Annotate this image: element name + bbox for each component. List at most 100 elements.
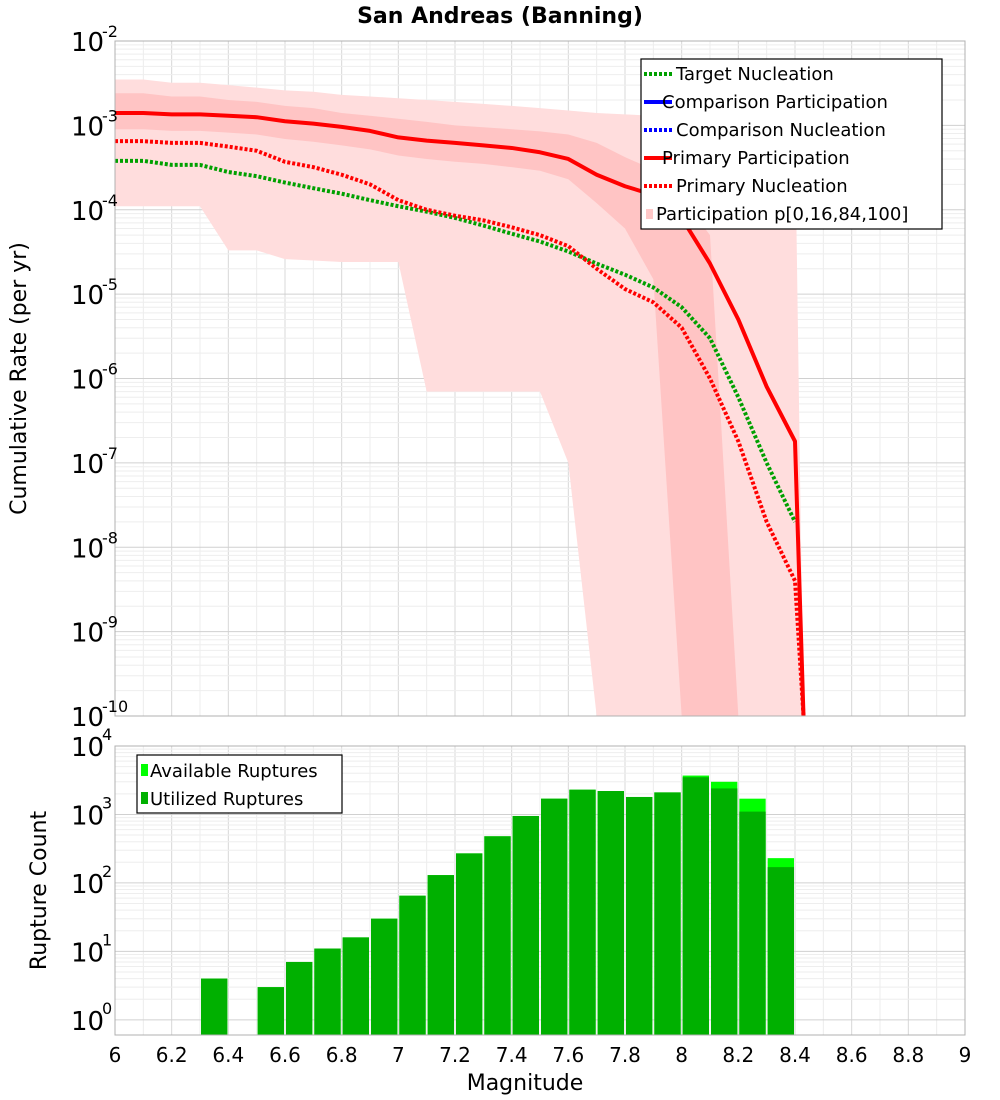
series-target-nucleation [115, 158, 797, 523]
legend-label: Available Ruptures [150, 761, 318, 782]
rupture-legend: Available Ruptures Utilized Ruptures [136, 754, 343, 814]
series-primary-participation [115, 111, 806, 717]
legend-box [640, 58, 943, 230]
rupture-y-tick-exponent: 3 [102, 793, 112, 812]
rate-y-axis-label: Cumulative Rate (per yr) [7, 242, 32, 515]
rupture-y-tick-exponent: 0 [102, 999, 112, 1018]
x-tick-label: 7.6 [552, 1043, 584, 1067]
rupture-y-tick-label: 10 [71, 733, 104, 763]
legend-swatch [646, 209, 653, 219]
legend-label: Primary Nucleation [676, 176, 848, 197]
bar-utilized [541, 798, 568, 1035]
bar-utilized [512, 815, 539, 1035]
x-tick-label: 6.4 [212, 1043, 244, 1067]
rupture-y-tick-label: 10 [71, 938, 104, 968]
x-tick-label: 8.4 [779, 1043, 811, 1067]
rupture-y-tick-exponent: 4 [102, 725, 112, 744]
participation-bands [115, 79, 804, 717]
rate-y-tick-exponent: -10 [102, 697, 128, 716]
legend-swatch [141, 792, 148, 804]
bar-utilized [399, 895, 426, 1035]
rupture-gridlines [114, 746, 966, 1035]
rate-y-tick-label: 10 [71, 450, 104, 480]
x-tick-label: 6.8 [326, 1043, 358, 1067]
rate-y-tick-label: 10 [71, 112, 104, 142]
rupture-bars [201, 775, 794, 1035]
x-tick-label: 8 [675, 1043, 688, 1067]
rate-y-tick-exponent: -8 [102, 528, 118, 547]
rate-y-tick-label: 10 [71, 281, 104, 311]
rate-y-tick-exponent: -6 [102, 360, 118, 379]
rate-y-tick-label: 10 [71, 28, 104, 58]
bar-utilized [767, 867, 794, 1035]
legend-label: Primary Participation [662, 148, 850, 169]
x-tick-label: 6.2 [156, 1043, 188, 1067]
legend-label: Comparison Participation [662, 92, 888, 113]
bar-utilized [314, 948, 341, 1035]
bar-utilized [654, 792, 681, 1035]
x-tick-label: 7 [392, 1043, 405, 1067]
band-p16-p84 [115, 93, 767, 716]
rupture-y-tick-label: 10 [71, 801, 104, 831]
bar-utilized [456, 853, 483, 1035]
x-tick-label: 7.8 [609, 1043, 641, 1067]
rupture-y-tick-label: 10 [71, 1007, 104, 1037]
legend-label: Target Nucleation [675, 64, 834, 85]
bar-utilized [682, 777, 709, 1035]
chart-title: San Andreas (Banning) [357, 4, 643, 29]
legend-box [136, 754, 343, 814]
x-tick-label: 7.4 [496, 1043, 528, 1067]
bar-utilized [286, 961, 313, 1035]
rupture-plot-frame [114, 745, 966, 1036]
rate-y-tick-exponent: -7 [102, 444, 118, 463]
bar-utilized [569, 789, 596, 1035]
bar-utilized [597, 791, 624, 1035]
rate-y-tick-exponent: -5 [102, 275, 118, 294]
rate-y-tick-exponent: -2 [102, 22, 118, 41]
rate-y-tick-label: 10 [71, 197, 104, 227]
legend-swatch [141, 764, 148, 776]
rate-y-tick-label: 10 [71, 619, 104, 649]
x-tick-label: 8.8 [892, 1043, 924, 1067]
series-primary-nucleation [115, 139, 806, 717]
rate-y-tick-exponent: -9 [102, 613, 118, 632]
legend-label: Participation p[0,16,84,100] [656, 204, 908, 225]
rate-y-tick-label: 10 [71, 703, 104, 733]
magnitude-x-ticks: 6 6.2 6.4 6.6 6.8 7 7.2 7.4 7.6 7.8 8 8.2 8.4 8.6 8.8 9 [109, 1043, 972, 1067]
rate-plot-frame [114, 40, 966, 717]
legend-label: Utilized Ruptures [150, 789, 303, 810]
x-tick-label: 8.2 [722, 1043, 754, 1067]
bar-utilized [201, 978, 228, 1035]
x-axis-label: Magnitude [467, 1071, 584, 1096]
rupture-y-tick-label: 10 [71, 870, 104, 900]
rate-y-ticks: 10-210-310-410-510-610-710-810-910-10 [71, 22, 128, 733]
rate-y-tick-exponent: -4 [102, 191, 118, 210]
bar-utilized [711, 788, 738, 1035]
x-tick-label: 6 [109, 1043, 122, 1067]
bar-utilized [342, 937, 369, 1035]
rupture-y-tick-exponent: 2 [102, 862, 112, 881]
rate-series [115, 111, 806, 717]
rate-panel: 10-210-310-410-510-610-710-810-910-10 Sa… [7, 4, 966, 733]
x-tick-label: 8.6 [836, 1043, 868, 1067]
x-tick-label: 7.2 [439, 1043, 471, 1067]
x-tick-label: 6.6 [269, 1043, 301, 1067]
bar-utilized [371, 918, 398, 1035]
bar-utilized [484, 836, 511, 1035]
rate-y-tick-label: 10 [71, 534, 104, 564]
bar-utilized [626, 796, 653, 1035]
bar-utilized [739, 811, 766, 1035]
rate-y-tick-exponent: -3 [102, 106, 118, 125]
rupture-y-tick-exponent: 1 [102, 930, 112, 949]
rate-legend: Target Nucleation Comparison Participatio… [640, 58, 943, 230]
rate-y-tick-label: 10 [71, 366, 104, 396]
rupture-y-axis-label: Rupture Count [27, 811, 52, 971]
bar-utilized [257, 987, 284, 1035]
legend-label: Comparison Nucleation [676, 120, 886, 141]
x-tick-label: 9 [959, 1043, 972, 1067]
bar-utilized [427, 875, 454, 1035]
